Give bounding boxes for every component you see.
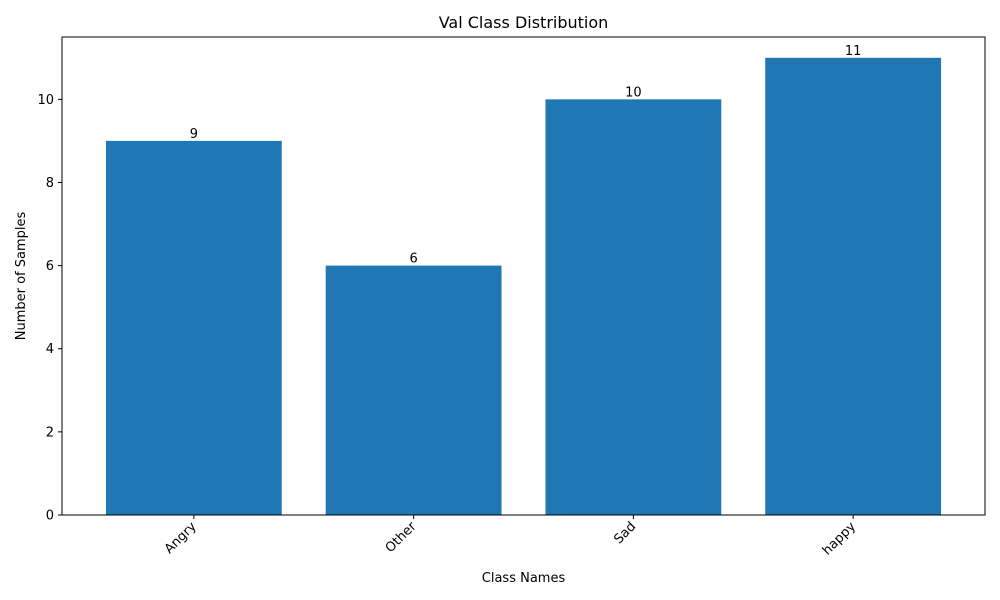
x-axis: Angry Other Sad happy — [162, 515, 859, 558]
y-tick-label: 10 — [37, 93, 54, 108]
bar-other — [325, 265, 502, 515]
x-tick-label-other: Other — [383, 519, 420, 556]
x-tick-label-sad: Sad — [611, 519, 639, 547]
plot-frame — [61, 36, 986, 516]
y-tick-label: 4 — [46, 342, 54, 357]
data-label-happy: 11 — [845, 44, 862, 59]
y-axis: 0 2 4 6 8 10 — [37, 93, 62, 524]
y-tick-label: 0 — [46, 509, 54, 524]
bar-happy — [765, 57, 942, 516]
x-tick-label-happy: happy — [820, 519, 859, 558]
y-tick-label: 8 — [46, 176, 54, 191]
bars-layer — [105, 57, 942, 516]
y-tick-label: 2 — [46, 425, 54, 440]
data-labels-layer: 9 6 10 11 — [190, 44, 862, 267]
y-tick-label: 6 — [46, 259, 54, 274]
bar-angry — [105, 140, 282, 516]
chart-title: Val Class Distribution — [439, 13, 609, 32]
x-axis-label: Class Names — [482, 571, 566, 586]
x-tick-label-angry: Angry — [162, 519, 200, 557]
y-axis-label: Number of Samples — [14, 212, 29, 341]
data-label-other: 6 — [409, 252, 417, 267]
data-label-sad: 10 — [625, 85, 642, 100]
bar-sad — [545, 99, 722, 515]
data-label-angry: 9 — [190, 127, 198, 142]
